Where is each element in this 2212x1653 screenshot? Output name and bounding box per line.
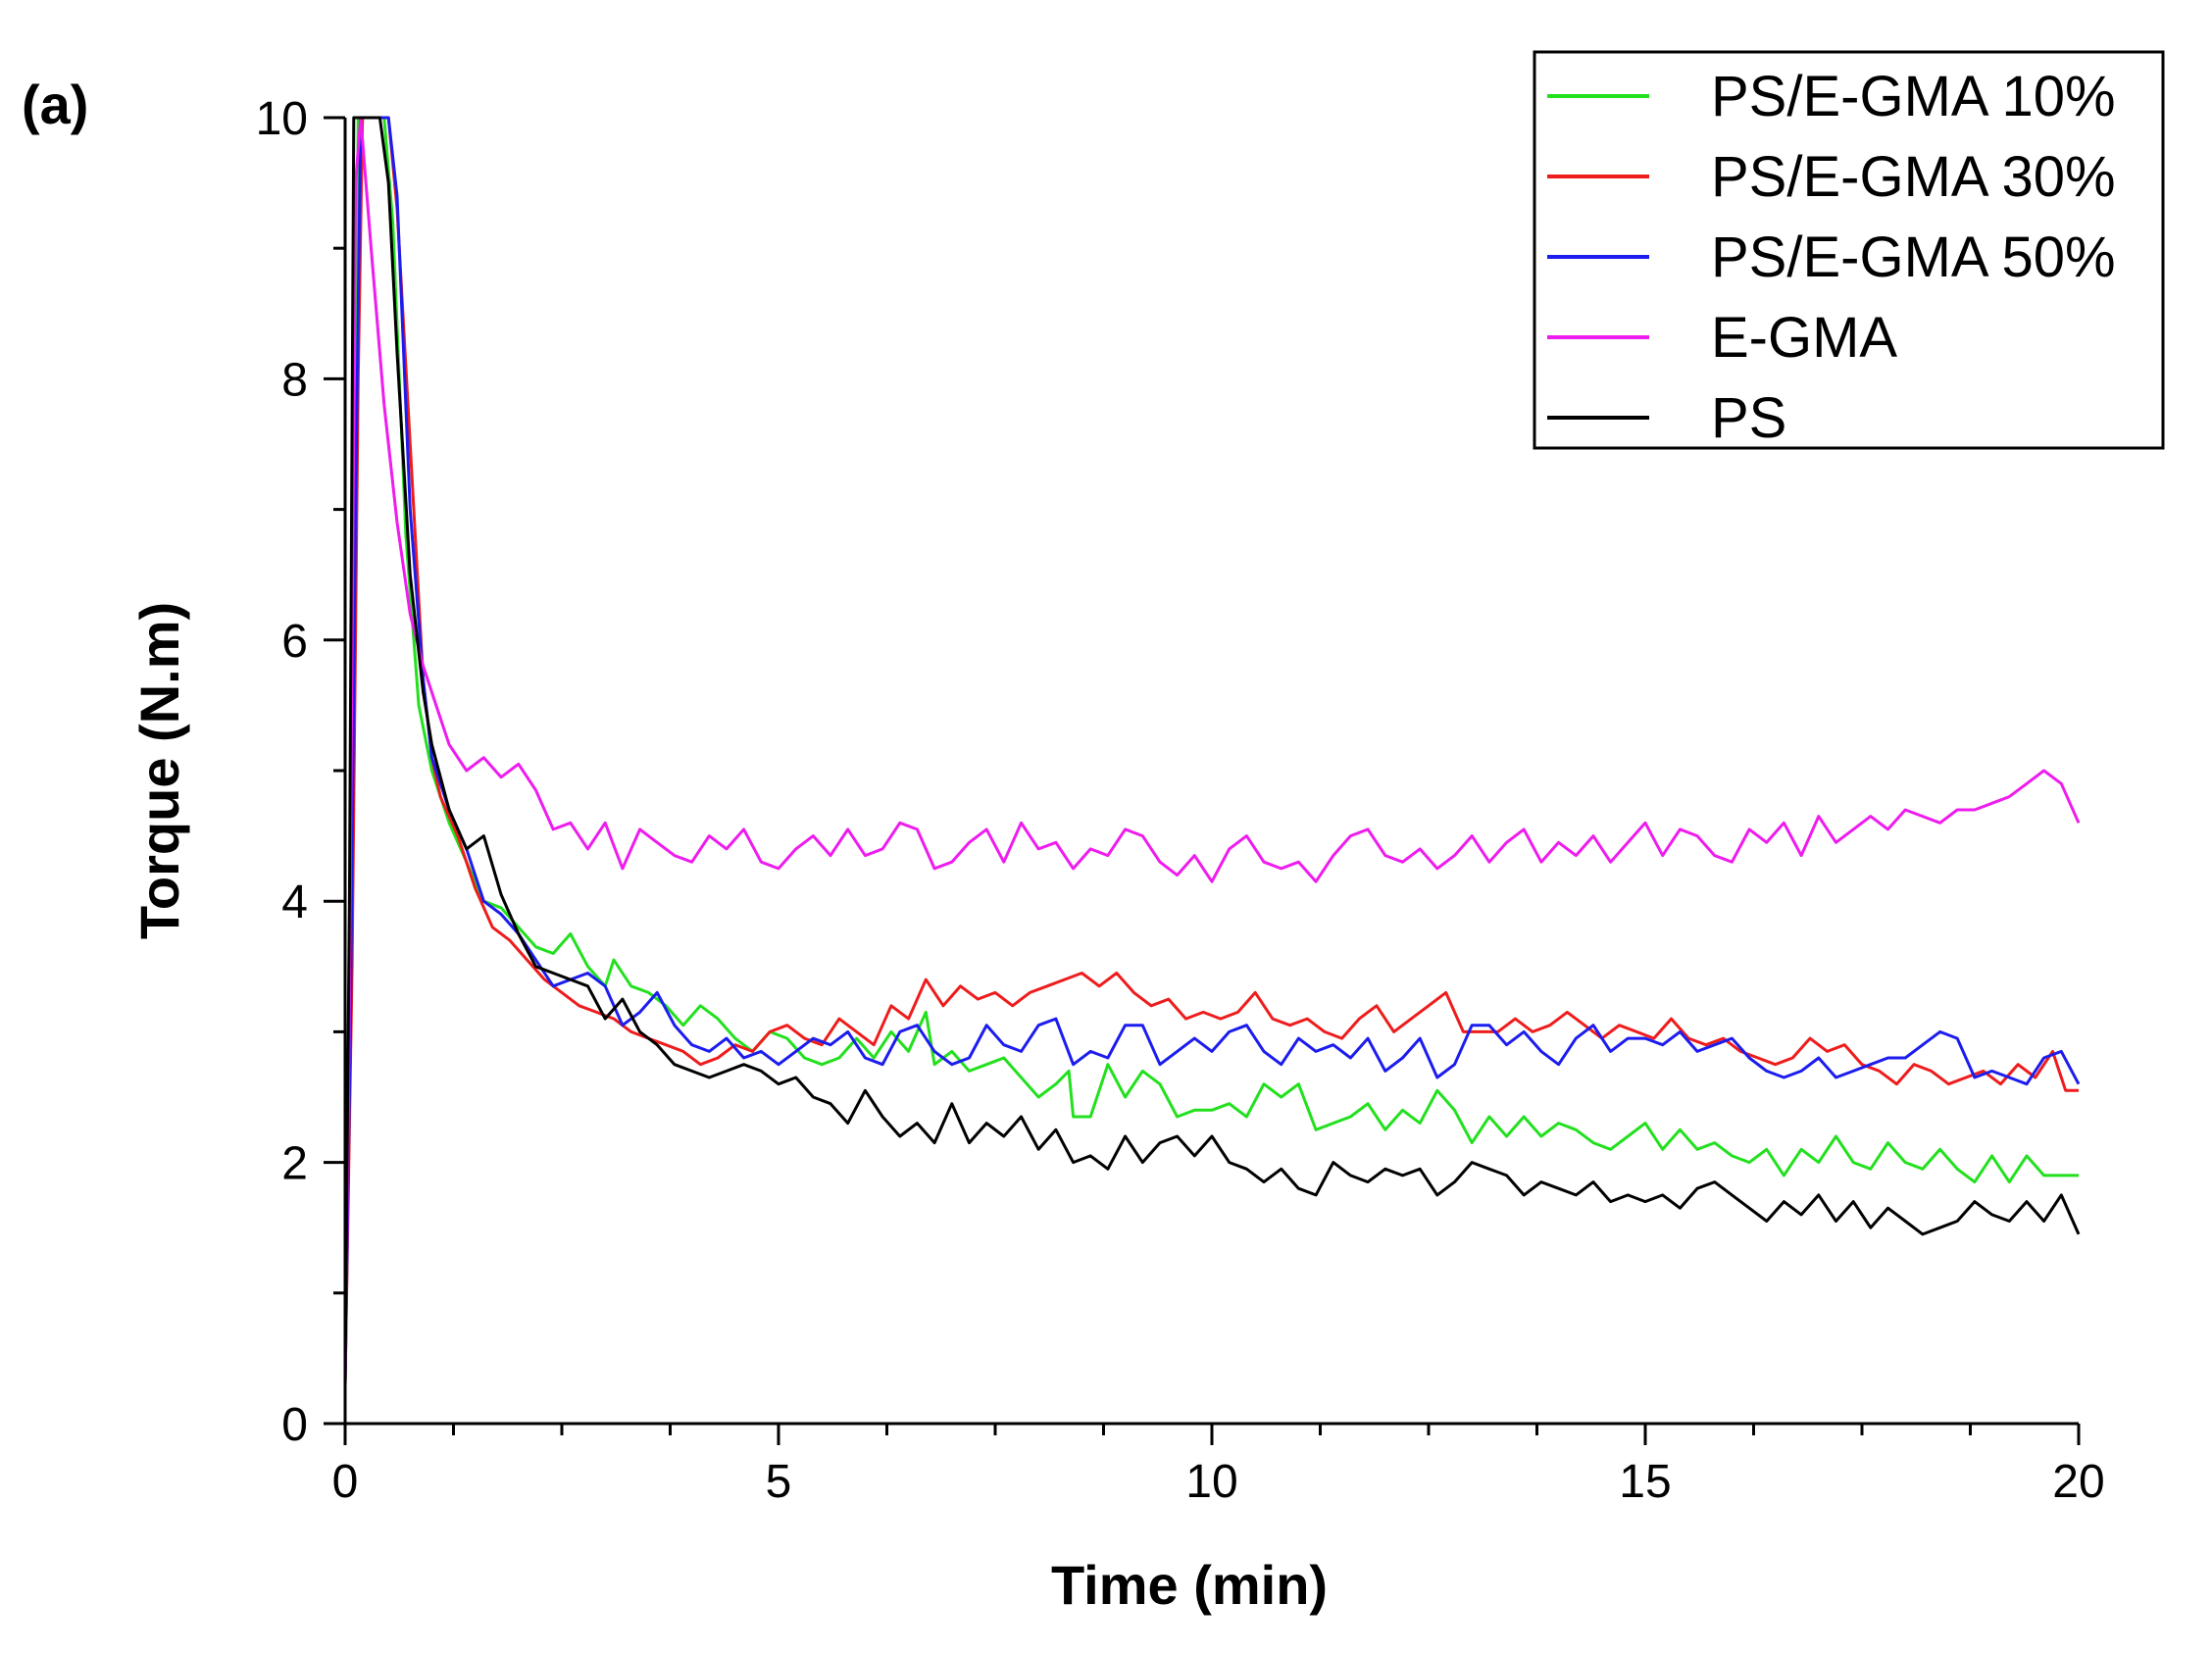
x-axis-title: Time (min) (1051, 1554, 1328, 1616)
legend: PS/E-GMA 10% PS/E-GMA 30% PS/E-GMA 50% E-GM… (1533, 50, 2165, 450)
legend-label: PS (1711, 386, 1786, 450)
panel-label: (a) (22, 74, 88, 135)
legend-items: PS/E-GMA 10% PS/E-GMA 30% PS/E-GMA 50% E-GM… (1547, 65, 2116, 450)
y-tick-label: 6 (281, 616, 308, 668)
y-tick-label: 2 (281, 1138, 308, 1190)
series-line-ps (345, 116, 2081, 1385)
y-tick-label: 8 (281, 354, 308, 406)
legend-label: E-GMA (1711, 306, 1897, 370)
y-tick-label: 10 (256, 93, 308, 145)
y-tick-label: 4 (281, 877, 308, 928)
series-line-e-gma (345, 116, 2081, 1385)
legend-label: PS/E-GMA 50% (1711, 225, 2116, 289)
x-ticks: 0 5 10 15 20 (332, 1424, 2105, 1508)
series-line-ps-e-gma-30 (345, 116, 2079, 1385)
legend-label: PS/E-GMA 30% (1711, 145, 2116, 209)
plot-area: 0 5 10 15 20 0 2 4 6 8 10 (256, 93, 2105, 1508)
x-tick-label: 20 (2052, 1456, 2104, 1508)
y-ticks: 0 2 4 6 8 10 (256, 93, 345, 1451)
y-tick-label: 0 (281, 1399, 308, 1451)
x-tick-label: 15 (1619, 1456, 1671, 1508)
legend-label: PS/E-GMA 10% (1711, 65, 2116, 128)
series-line-ps-e-gma-50 (345, 116, 2081, 1385)
x-tick-label: 0 (332, 1456, 359, 1508)
legend-box (1533, 50, 2165, 450)
x-tick-label: 10 (1185, 1456, 1237, 1508)
series-layer (345, 116, 2081, 1385)
y-axis-title: Torque (N.m) (128, 602, 190, 939)
series-line-ps-e-gma-10 (345, 116, 2079, 1385)
x-tick-label: 5 (766, 1456, 792, 1508)
